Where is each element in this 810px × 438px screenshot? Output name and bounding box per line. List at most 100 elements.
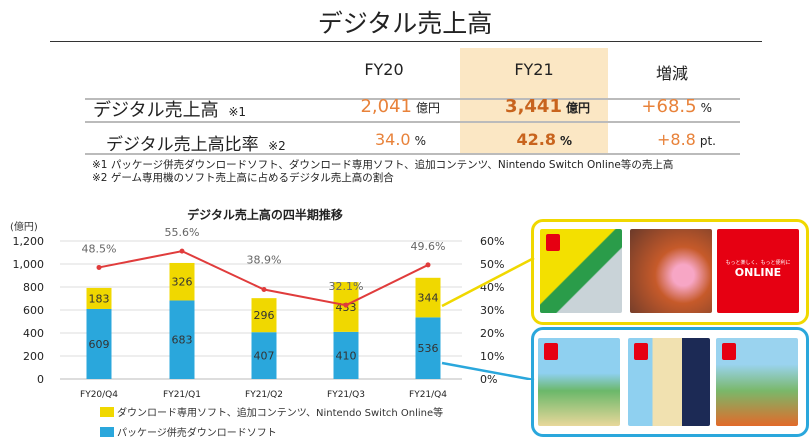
yellow-callout-line <box>441 256 535 308</box>
legend-swatch-package <box>100 427 114 437</box>
value: 3,441 <box>505 96 562 117</box>
row-digital-sales-label: デジタル売上高 ※1 <box>93 96 246 122</box>
value: 34.0 <box>374 130 411 149</box>
x-tick-label: FY21/Q2 <box>245 390 283 400</box>
pokemon-dlc-card <box>540 229 622 313</box>
header-fy20: FY20 <box>364 60 404 79</box>
y-tick-label: 800 <box>23 281 44 294</box>
bar-download <box>86 287 112 309</box>
bar-label-download: 183 <box>89 292 110 305</box>
bar-label-download: 344 <box>418 292 439 305</box>
callout-lines <box>441 256 535 380</box>
legend-label-package: パッケージ併売ダウンロードソフト <box>117 426 277 438</box>
bar-package <box>169 300 195 379</box>
change-digital-sales: +68.5% <box>600 96 712 117</box>
switch-logo-icon <box>546 234 560 251</box>
bar-label-package: 683 <box>172 334 193 347</box>
ratio-label: 38.9% <box>247 254 282 267</box>
bar-package <box>251 332 277 379</box>
y2-tick-label: 30% <box>480 304 504 317</box>
package-download-examples-box <box>531 327 809 437</box>
y-tick-label: 0 <box>37 373 44 386</box>
bar-package <box>415 317 441 379</box>
online-tagline: もっと楽しく、もっと便利に <box>725 260 791 266</box>
download-only-examples-box: もっと楽しく、もっと便利に ONLINE <box>531 219 809 325</box>
x-tick-label: FY21/Q4 <box>409 390 447 400</box>
bar-package <box>86 308 112 379</box>
switch-logo-icon <box>544 343 558 360</box>
legend-label-download: ダウンロード専用ソフト、追加コンテンツ、Nintendo Switch Onli… <box>117 406 443 419</box>
row-label: デジタル売上高比率 <box>106 135 259 155</box>
page-title: デジタル売上高 <box>317 9 493 38</box>
ratio-point <box>96 264 102 270</box>
bar-label-package: 410 <box>336 349 357 362</box>
footnote-1: ※1 パッケージ併売ダウンロードソフト、ダウンロード専用ソフト、追加コンテンツ、… <box>92 159 674 171</box>
header-change: 増減 <box>655 64 688 83</box>
nintendo-switch-online-tile: もっと楽しく、もっと便利に ONLINE <box>717 229 799 313</box>
unit: % <box>559 134 572 148</box>
online-logo: ONLINE <box>734 266 782 279</box>
ratio-point <box>425 262 431 268</box>
table-divider <box>85 153 740 155</box>
value: 2,041 <box>360 96 412 117</box>
animal-crossing-card <box>538 338 620 426</box>
bar-download <box>251 298 277 333</box>
y-tick-label: 1,200 <box>13 235 45 248</box>
fy21-digital-sales: 3,441 億円 <box>470 96 590 117</box>
y2-tick-label: 0% <box>480 373 497 386</box>
y-tick-label: 600 <box>23 304 44 317</box>
fy20-digital-sales: 2,041 億円 <box>330 96 440 117</box>
unit: 億円 <box>565 101 590 115</box>
fy21-highlight-column <box>460 48 608 154</box>
value: +8.8 <box>657 130 696 149</box>
y-tick-label: 200 <box>23 350 44 363</box>
row-label: デジタル売上高 <box>93 100 219 121</box>
y-axis-label: (億円) <box>10 220 38 233</box>
y2-tick-label: 60% <box>480 235 504 248</box>
unit: pt. <box>699 134 716 148</box>
y2-tick-label: 10% <box>480 350 504 363</box>
kirby-fighters-2-art <box>630 229 712 313</box>
super-mario-3d-world-card <box>716 338 798 426</box>
ratio-label: 48.5% <box>82 242 117 255</box>
value: +68.5 <box>641 96 697 117</box>
chart-title: デジタル売上高の四半期推移 <box>187 207 343 222</box>
table-divider <box>85 98 740 100</box>
quarterly-digital-sales-chart: デジタル売上高の四半期推移 (億円) 0 0% 200 10% 400 20% 600 30%… <box>10 207 504 438</box>
legend-swatch-download <box>100 407 114 417</box>
y2-tick-label: 50% <box>480 258 504 271</box>
unit: % <box>700 101 712 115</box>
y2-tick-label: 20% <box>480 327 504 340</box>
ratio-label: 49.6% <box>411 240 446 253</box>
y-tick-label: 1,000 <box>13 258 45 271</box>
ratio-point <box>179 248 185 254</box>
bar-package <box>333 331 359 379</box>
bar-label-package: 536 <box>418 342 439 355</box>
bar-download <box>169 262 195 301</box>
fy20-digital-ratio: 34.0% <box>330 130 426 149</box>
bar-label-package: 609 <box>89 338 110 351</box>
ratio-label: 32.1% <box>329 280 364 293</box>
switch-logo-icon <box>722 343 736 360</box>
y-tick-label: 400 <box>23 327 44 340</box>
x-tick-label: FY21/Q3 <box>327 390 365 400</box>
ratio-point <box>261 287 267 293</box>
super-mario-3d-all-stars-card <box>628 338 710 426</box>
unit: % <box>414 134 426 148</box>
bar-label-download: 326 <box>172 276 193 289</box>
table-divider <box>85 121 740 123</box>
switch-logo-icon <box>634 343 648 360</box>
ratio-point <box>343 302 349 308</box>
bar-download <box>415 277 441 318</box>
ratio-label: 55.6% <box>165 226 200 239</box>
x-tick-label: FY21/Q1 <box>163 390 201 400</box>
footnote-ref: ※1 <box>228 105 247 119</box>
unit: 億円 <box>415 101 440 115</box>
bar-label-package: 407 <box>254 350 275 363</box>
value: 42.8 <box>516 130 556 149</box>
bar-label-download: 296 <box>254 309 275 322</box>
x-tick-label: FY20/Q4 <box>80 390 118 400</box>
blue-callout-line <box>441 361 535 380</box>
change-digital-ratio: +8.8 pt. <box>600 130 716 149</box>
title-divider <box>50 41 762 42</box>
